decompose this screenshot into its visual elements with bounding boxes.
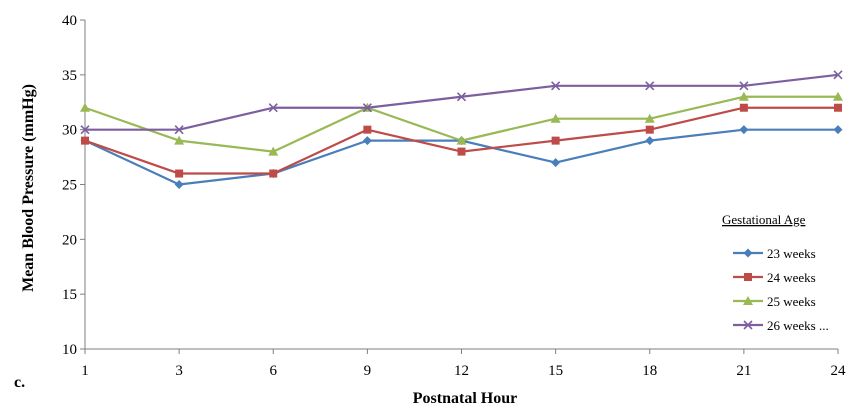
- y-tick-label: 10: [62, 342, 77, 358]
- chart-axes: [80, 19, 839, 354]
- data-point: [80, 125, 90, 135]
- data-point: [268, 146, 279, 156]
- data-point: [174, 135, 185, 145]
- data-point: [550, 113, 561, 123]
- legend-entry: 25 weeks: [733, 294, 816, 309]
- legend-marker: [743, 248, 753, 258]
- data-point: [738, 91, 749, 101]
- chart-legend: Gestational Age 23 weeks 24 weeks 25 weeks…: [722, 212, 829, 333]
- series-2: [81, 103, 842, 178]
- data-point: [834, 103, 842, 112]
- data-point: [362, 136, 372, 146]
- y-axis-title: Mean Blood Pressure (mmHg): [20, 84, 37, 292]
- data-point: [739, 103, 748, 112]
- x-tick-label: 12: [454, 363, 469, 379]
- y-tick-label: 35: [62, 68, 77, 84]
- data-point: [174, 180, 184, 189]
- x-tick-label: 9: [364, 363, 372, 379]
- series-3: [80, 91, 843, 156]
- legend-label: 24 weeks: [767, 270, 816, 285]
- y-tick-label: 25: [62, 178, 77, 194]
- panel-label: c.: [14, 374, 25, 391]
- x-axis-title: Postnatal Hour: [413, 390, 517, 407]
- data-point: [456, 135, 467, 145]
- data-point: [645, 125, 654, 134]
- legend-entry: 23 weeks: [733, 246, 816, 261]
- data-point: [739, 81, 749, 91]
- legend-title: Gestational Age: [722, 212, 806, 227]
- data-point: [362, 103, 372, 113]
- x-tick-label: 24: [831, 363, 847, 379]
- data-point: [269, 169, 278, 178]
- data-point: [551, 81, 561, 91]
- data-point: [268, 103, 278, 113]
- data-point: [174, 125, 184, 135]
- data-point: [833, 91, 843, 101]
- y-tick-label: 40: [62, 13, 77, 29]
- y-tick-label: 15: [62, 287, 77, 303]
- data-point: [551, 136, 560, 145]
- data-point: [175, 169, 184, 178]
- legend-entry: 24 weeks: [733, 270, 816, 285]
- x-tick-labels: 1 3 6 9 12 15 18 21 24: [81, 363, 846, 379]
- x-tick-label: 3: [175, 363, 183, 379]
- x-tick-label: 21: [736, 363, 751, 379]
- series-1: [80, 125, 843, 189]
- x-tick-label: 6: [270, 363, 278, 379]
- y-tick-labels: 10 15 20 25 30 35 40: [62, 13, 77, 358]
- data-point: [645, 81, 655, 91]
- x-tick-label: 18: [642, 363, 657, 379]
- data-point: [833, 70, 843, 80]
- data-point: [833, 125, 843, 135]
- data-point: [645, 136, 655, 146]
- data-point: [457, 147, 466, 156]
- data-point: [551, 158, 561, 168]
- data-point: [81, 136, 89, 145]
- y-tick-label: 20: [62, 232, 77, 248]
- data-point: [363, 125, 372, 134]
- legend-entry: 26 weeks ...: [733, 318, 829, 333]
- legend-marker: [743, 296, 753, 305]
- x-tick-label: 15: [548, 363, 563, 379]
- data-point: [80, 102, 90, 112]
- data-point: [644, 113, 655, 123]
- legend-marker: [744, 273, 752, 281]
- series-4: [80, 70, 843, 135]
- y-tick-label: 30: [62, 123, 77, 139]
- legend-marker: [743, 320, 753, 330]
- legend-label: 26 weeks ...: [767, 318, 829, 333]
- legend-label: 23 weeks: [767, 246, 816, 261]
- chart-series: [80, 70, 843, 189]
- data-point: [739, 125, 749, 135]
- x-tick-label: 1: [81, 363, 89, 379]
- data-point: [456, 92, 467, 102]
- legend-label: 25 weeks: [767, 294, 816, 309]
